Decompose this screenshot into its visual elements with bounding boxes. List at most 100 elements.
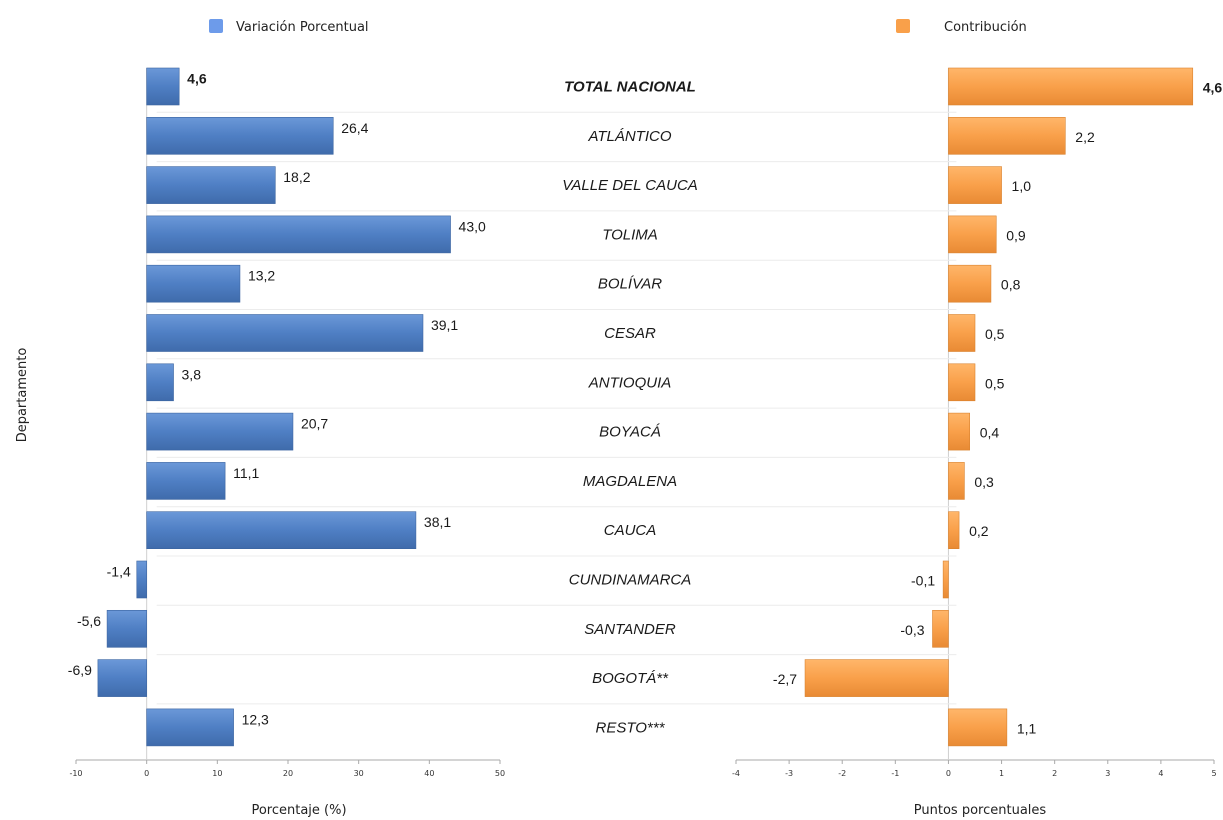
left-x-axis-title: Porcentaje (%)	[251, 803, 346, 818]
right-tick-label: 5	[1211, 769, 1216, 778]
right-bar	[948, 511, 960, 550]
left-bar	[146, 708, 234, 747]
right-bar	[948, 215, 997, 254]
right-bar-value-label: 1,1	[1017, 720, 1037, 736]
right-bar	[948, 412, 970, 451]
left-tick-label: 40	[424, 769, 434, 778]
right-bar-value-label: -0,3	[900, 622, 924, 638]
left-bar	[106, 609, 147, 648]
left-bar	[146, 412, 294, 451]
right-bar	[948, 462, 965, 500]
left-bar	[146, 511, 417, 550]
left-bar	[136, 560, 147, 599]
category-label: TOTAL NACIONAL	[564, 79, 696, 96]
right-bar-value-label: 0,5	[985, 375, 1005, 391]
category-label: TOLIMA	[602, 226, 658, 243]
left-bar-value-label: 13,2	[248, 268, 275, 284]
left-bar-value-label: 38,1	[424, 514, 451, 530]
category-label: MAGDALENA	[583, 473, 677, 490]
right-bar	[948, 314, 976, 352]
right-tick-label: 3	[1105, 769, 1110, 778]
right-bar	[942, 560, 949, 599]
right-bar	[948, 363, 976, 402]
left-bar	[146, 215, 451, 254]
left-bar-value-label: 39,1	[431, 317, 458, 333]
left-tick-label: 0	[144, 769, 149, 778]
category-label: BOYACÁ	[599, 424, 661, 441]
right-tick-label: -3	[785, 769, 793, 778]
right-bar-value-label: -0,1	[911, 573, 935, 589]
category-label: BOGOTÁ**	[592, 670, 669, 687]
right-bar-value-label: 0,8	[1001, 277, 1021, 293]
right-bar-value-label: 2,2	[1075, 129, 1095, 145]
left-tick-label: 10	[212, 769, 222, 778]
category-label: BOLÍVAR	[598, 276, 662, 293]
left-bar-value-label: 3,8	[182, 366, 202, 382]
category-label: SANTANDER	[584, 621, 676, 638]
left-bar-value-label: 43,0	[459, 218, 486, 234]
left-bar-value-label: -5,6	[77, 613, 101, 629]
legend-right-swatch	[896, 19, 910, 33]
category-label: CESAR	[604, 325, 656, 342]
right-bar	[948, 166, 1002, 204]
legend-left-label: Variación Porcentual	[236, 20, 369, 35]
row-separators	[156, 111, 957, 705]
left-bar-value-label: 18,2	[283, 169, 310, 185]
left-tick-label: 30	[354, 769, 364, 778]
category-label: RESTO***	[596, 719, 666, 736]
category-label: ATLÁNTICO	[587, 128, 671, 145]
right-tick-label: 2	[1052, 769, 1057, 778]
right-bar	[948, 264, 992, 303]
right-bar-value-label: 0,9	[1006, 227, 1026, 243]
right-tick-label: -2	[838, 769, 846, 778]
legend-right-label: Contribución	[944, 20, 1027, 35]
category-label: ANTIOQUIA	[588, 374, 672, 391]
legend-left-swatch	[209, 19, 223, 33]
left-bar	[146, 117, 334, 155]
left-bar	[146, 67, 180, 106]
right-tick-label: 4	[1158, 769, 1163, 778]
category-label: VALLE DEL CAUCA	[562, 177, 698, 194]
right-bar-value-label: 0,3	[974, 474, 994, 490]
right-bar-value-label: -2,7	[773, 671, 797, 687]
right-bar-value-label: 0,5	[985, 326, 1005, 342]
left-bar	[146, 314, 424, 352]
right-bar-value-label: 1,0	[1012, 178, 1032, 194]
right-x-axis-title: Puntos porcentuales	[914, 803, 1047, 818]
left-bar	[146, 363, 174, 402]
left-bar-value-label: -6,9	[68, 662, 92, 678]
right-tick-label: 0	[946, 769, 951, 778]
right-bar	[948, 67, 1194, 106]
left-bar-value-label: 11,1	[233, 465, 259, 481]
legend-right: Contribución	[896, 19, 1027, 35]
legend-left: Variación Porcentual	[209, 19, 369, 35]
right-tick-label: -1	[891, 769, 899, 778]
right-bar-value-label: 4,6	[1203, 80, 1223, 96]
left-bar-value-label: -1,4	[107, 564, 131, 580]
left-bar-value-label: 12,3	[242, 711, 269, 727]
y-axis-title: Departamento	[15, 348, 30, 443]
category-label: CAUCA	[604, 522, 657, 539]
right-bar	[804, 659, 949, 697]
right-bar-value-label: 0,4	[980, 425, 1000, 441]
left-tick-label: 20	[283, 769, 293, 778]
left-bar-value-label: 26,4	[341, 120, 368, 136]
right-bar-value-label: 0,2	[969, 523, 989, 539]
category-label: CUNDINAMARCA	[569, 572, 692, 589]
left-tick-label: -10	[69, 769, 82, 778]
category-labels: TOTAL NACIONAL ATLÁNTICO VALLE DEL CAUCA TO…	[562, 79, 698, 737]
right-tick-label: 1	[999, 769, 1004, 778]
left-bar-value-label: 20,7	[301, 416, 328, 432]
right-tick-label: -4	[732, 769, 740, 778]
right-bars: 4,6 2,2 1,0 0,9 0,8 0,5 0,5 0,4 0,3 0,2 -0,1 -0,3 -2…	[773, 67, 1223, 747]
right-bar	[932, 609, 949, 648]
left-bars: 4,6 26,4 18,2 43,0 13,2 39,1 3,8 20,7 11,1 38,1 -1…	[68, 67, 486, 747]
left-bar	[146, 462, 226, 500]
left-bar	[146, 166, 276, 204]
left-bar	[97, 659, 147, 697]
right-bar	[948, 708, 1008, 747]
left-tick-label: 50	[495, 769, 505, 778]
left-bar-value-label: 4,6	[187, 71, 207, 87]
left-bar	[146, 264, 241, 303]
